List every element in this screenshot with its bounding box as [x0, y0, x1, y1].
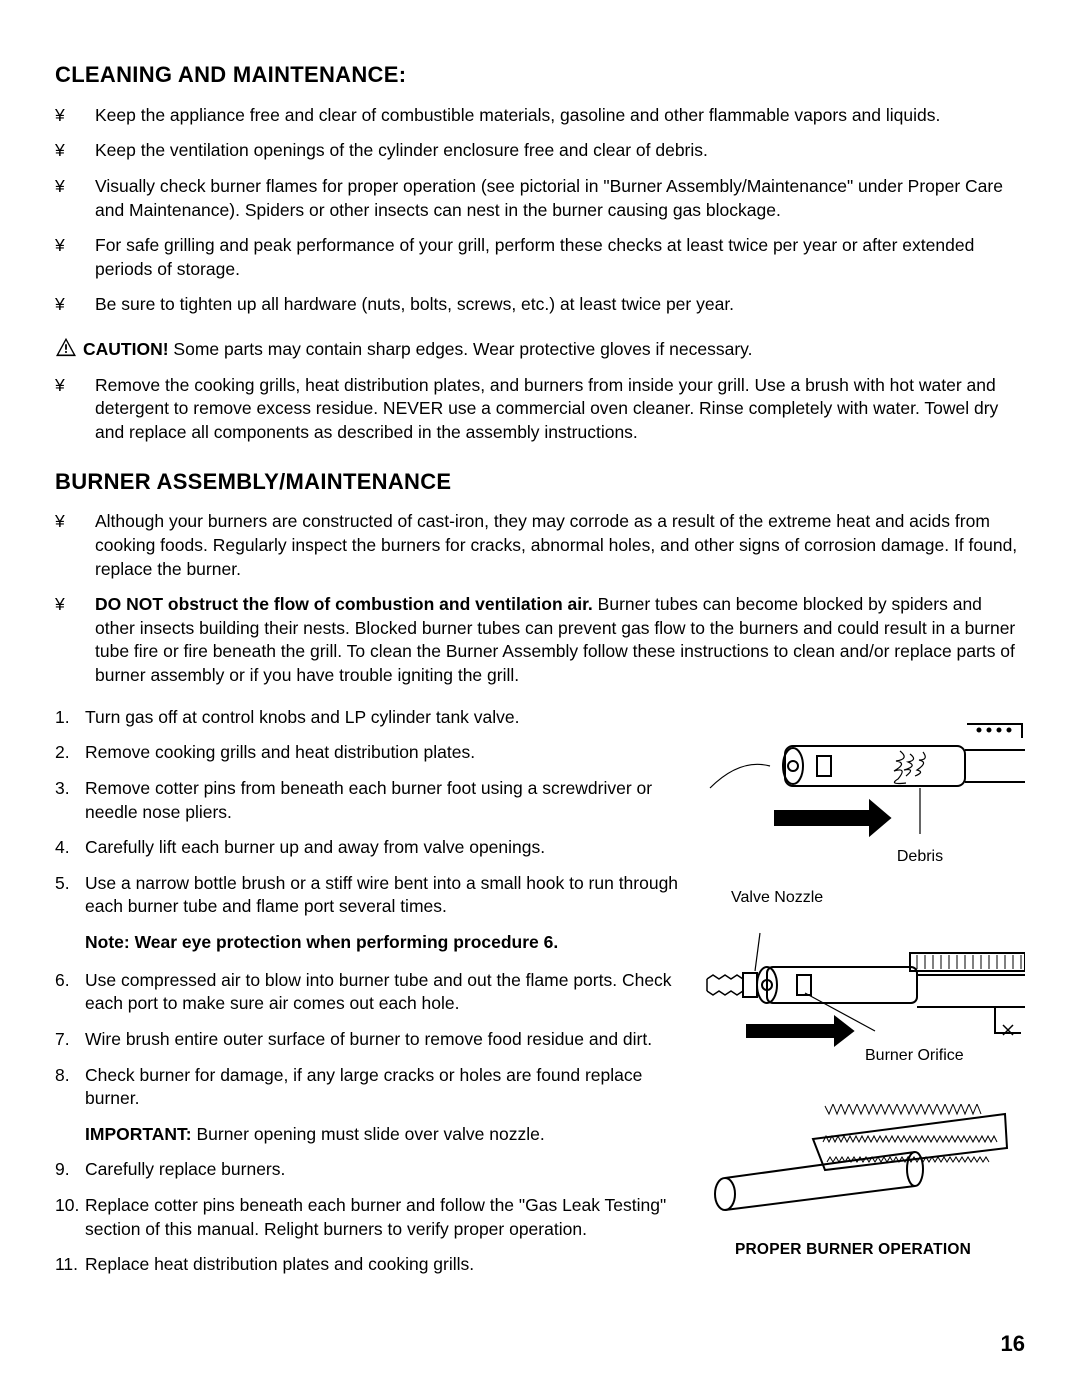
debris-diagram-icon	[705, 706, 1025, 856]
list-item: Carefully replace burners.	[55, 1158, 687, 1182]
list-item: Remove cooking grills and heat distribut…	[55, 741, 687, 765]
caution-body: Some parts may contain sharp edges. Wear…	[169, 339, 753, 359]
list-item: Keep the appliance free and clear of com…	[55, 104, 1025, 128]
list-item: Remove the cooking grills, heat distribu…	[55, 374, 1025, 445]
list-item: DO NOT obstruct the flow of combustion a…	[55, 593, 1025, 688]
list-item: Use compressed air to blow into burner t…	[55, 969, 687, 1016]
important-label: IMPORTANT:	[85, 1124, 192, 1144]
caution-label: CAUTION!	[83, 339, 169, 359]
cleaning-heading: CLEANING AND MAINTENANCE:	[55, 60, 1025, 90]
important-body: Burner opening must slide over valve noz…	[192, 1124, 545, 1144]
proper-operation-caption: PROPER BURNER OPERATION	[735, 1240, 1025, 1261]
list-item: Replace heat distribution plates and coo…	[55, 1253, 687, 1277]
list-item: Keep the ventilation openings of the cyl…	[55, 139, 1025, 163]
figure-valve: Valve Nozzle	[705, 887, 1025, 1066]
list-item: Be sure to tighten up all hardware (nuts…	[55, 293, 1025, 317]
burner-orifice-caption: Burner Orifice	[865, 1045, 1025, 1067]
caution-line: CAUTION! Some parts may contain sharp ed…	[55, 335, 1025, 362]
valve-diagram-icon	[705, 913, 1025, 1063]
list-item: Remove cotter pins from beneath each bur…	[55, 777, 687, 824]
debris-caption: Debris	[705, 846, 1025, 868]
list-item: Turn gas off at control knobs and LP cyl…	[55, 706, 687, 730]
list-item: Check burner for damage, if any large cr…	[55, 1064, 687, 1111]
cleaning-bullets-1: Keep the appliance free and clear of com…	[55, 104, 1025, 317]
figure-proper-operation: PROPER BURNER OPERATION	[705, 1104, 1025, 1261]
figure-debris: Debris	[705, 706, 1025, 868]
list-item: Replace cotter pins beneath each burner …	[55, 1194, 687, 1241]
burner-steps-2: Use compressed air to blow into burner t…	[55, 969, 687, 1111]
list-item: For safe grilling and peak performance o…	[55, 234, 1025, 281]
list-item: Carefully lift each burner up and away f…	[55, 836, 687, 860]
important-note: IMPORTANT: Burner opening must slide ove…	[85, 1123, 687, 1147]
valve-nozzle-caption: Valve Nozzle	[731, 887, 1025, 909]
list-item: Visually check burner flames for proper …	[55, 175, 1025, 222]
caution-text: CAUTION! Some parts may contain sharp ed…	[83, 338, 752, 362]
burner-heading: BURNER ASSEMBLY/MAINTENANCE	[55, 467, 1025, 497]
list-item: Although your burners are constructed of…	[55, 510, 1025, 581]
proper-operation-diagram-icon	[705, 1104, 1025, 1234]
cleaning-bullets-2: Remove the cooking grills, heat distribu…	[55, 374, 1025, 445]
burner-steps: Turn gas off at control knobs and LP cyl…	[55, 706, 687, 919]
eye-protection-note: Note: Wear eye protection when performin…	[85, 931, 687, 955]
burner-intro-bullets: Although your burners are constructed of…	[55, 510, 1025, 687]
page-number: 16	[55, 1329, 1025, 1359]
do-not-obstruct-lead: DO NOT obstruct the flow of combustion a…	[95, 594, 593, 614]
burner-steps-3: Carefully replace burners. Replace cotte…	[55, 1158, 687, 1277]
list-item: Wire brush entire outer surface of burne…	[55, 1028, 687, 1052]
warning-triangle-icon	[55, 337, 77, 357]
list-item: Use a narrow bottle brush or a stiff wir…	[55, 872, 687, 919]
